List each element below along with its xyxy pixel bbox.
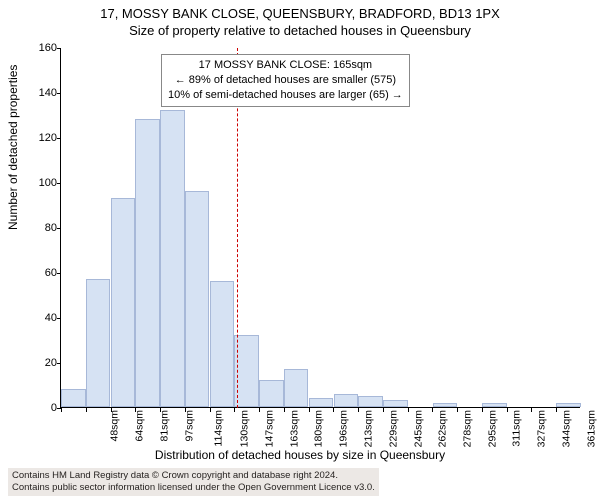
chart-area: 02040608010012014016048sqm64sqm81sqm97sq… [60,48,580,408]
x-tick-label: 48sqm [109,410,121,442]
x-tick-label: 130sqm [239,410,251,447]
x-tick-label: 97sqm [183,410,195,442]
x-tick-mark [284,408,285,412]
histogram-bar [383,400,408,407]
x-tick-label: 278sqm [461,410,473,447]
x-tick-label: 196sqm [338,410,350,447]
y-tick-label: 0 [31,402,57,414]
x-tick-mark [160,408,161,412]
y-tick-label: 160 [31,42,57,54]
x-tick-mark [556,408,557,412]
y-tick-label: 140 [31,87,57,99]
annotation-line: ← 89% of detached houses are smaller (57… [168,73,403,88]
y-tick-mark [57,138,61,139]
x-tick-mark [259,408,260,412]
y-tick-mark [57,93,61,94]
y-tick-mark [57,228,61,229]
x-tick-label: 245sqm [412,410,424,447]
x-tick-mark [111,408,112,412]
x-tick-mark [135,408,136,412]
histogram-bar [210,281,235,407]
x-tick-mark [531,408,532,412]
annotation-line: 17 MOSSY BANK CLOSE: 165sqm [168,58,403,73]
x-tick-label: 295sqm [486,410,498,447]
x-tick-label: 311sqm [510,410,522,447]
y-tick-mark [57,183,61,184]
histogram-bar [334,394,359,408]
histogram-bar [111,198,136,407]
x-tick-mark [358,408,359,412]
x-tick-label: 180sqm [313,410,325,447]
x-tick-mark [309,408,310,412]
y-tick-label: 100 [31,177,57,189]
histogram-bar [433,403,458,408]
y-tick-mark [57,363,61,364]
y-tick-mark [57,273,61,274]
x-tick-label: 114sqm [213,410,225,447]
x-tick-mark [383,408,384,412]
histogram-bar [482,403,507,408]
histogram-bar [358,396,383,407]
histogram-bar [61,389,86,407]
x-tick-mark [482,408,483,412]
x-tick-label: 64sqm [134,410,146,442]
plot-region: 02040608010012014016048sqm64sqm81sqm97sq… [60,48,580,408]
x-tick-mark [61,408,62,412]
x-tick-label: 147sqm [263,410,275,447]
histogram-bar [234,335,259,407]
y-tick-label: 120 [31,132,57,144]
page-subtitle: Size of property relative to detached ho… [0,23,600,38]
histogram-bar [185,191,210,407]
x-tick-mark [457,408,458,412]
x-tick-label: 327sqm [536,410,548,447]
x-tick-mark [86,408,87,412]
x-tick-mark [333,408,334,412]
y-tick-label: 60 [31,267,57,279]
x-tick-mark [432,408,433,412]
footer-line: Contains public sector information licen… [12,482,375,494]
histogram-bar [160,110,185,407]
x-tick-label: 213sqm [362,410,374,447]
y-axis-label: Number of detached properties [6,65,20,230]
x-tick-label: 361sqm [585,410,597,447]
x-tick-label: 344sqm [560,410,572,447]
y-tick-label: 20 [31,357,57,369]
x-tick-mark [210,408,211,412]
x-tick-mark [507,408,508,412]
histogram-bar [135,119,160,407]
annotation-line: 10% of semi-detached houses are larger (… [168,88,403,103]
y-tick-label: 80 [31,222,57,234]
x-tick-mark [408,408,409,412]
annotation-box: 17 MOSSY BANK CLOSE: 165sqm← 89% of deta… [161,54,410,107]
histogram-bar [86,279,111,407]
y-tick-mark [57,318,61,319]
x-axis-label: Distribution of detached houses by size … [0,448,600,462]
footer-line: Contains HM Land Registry data © Crown c… [12,470,375,482]
y-tick-mark [57,48,61,49]
x-tick-label: 262sqm [437,410,449,447]
footer-attribution: Contains HM Land Registry data © Crown c… [8,468,379,496]
histogram-bar [556,403,581,408]
x-tick-mark [185,408,186,412]
x-tick-label: 229sqm [387,410,399,447]
histogram-bar [309,398,334,407]
y-tick-label: 40 [31,312,57,324]
histogram-bar [259,380,284,407]
page-title: 17, MOSSY BANK CLOSE, QUEENSBURY, BRADFO… [0,6,600,21]
x-tick-mark [234,408,235,412]
x-tick-label: 81sqm [158,410,170,442]
x-tick-label: 163sqm [288,410,300,447]
histogram-bar [284,369,309,407]
